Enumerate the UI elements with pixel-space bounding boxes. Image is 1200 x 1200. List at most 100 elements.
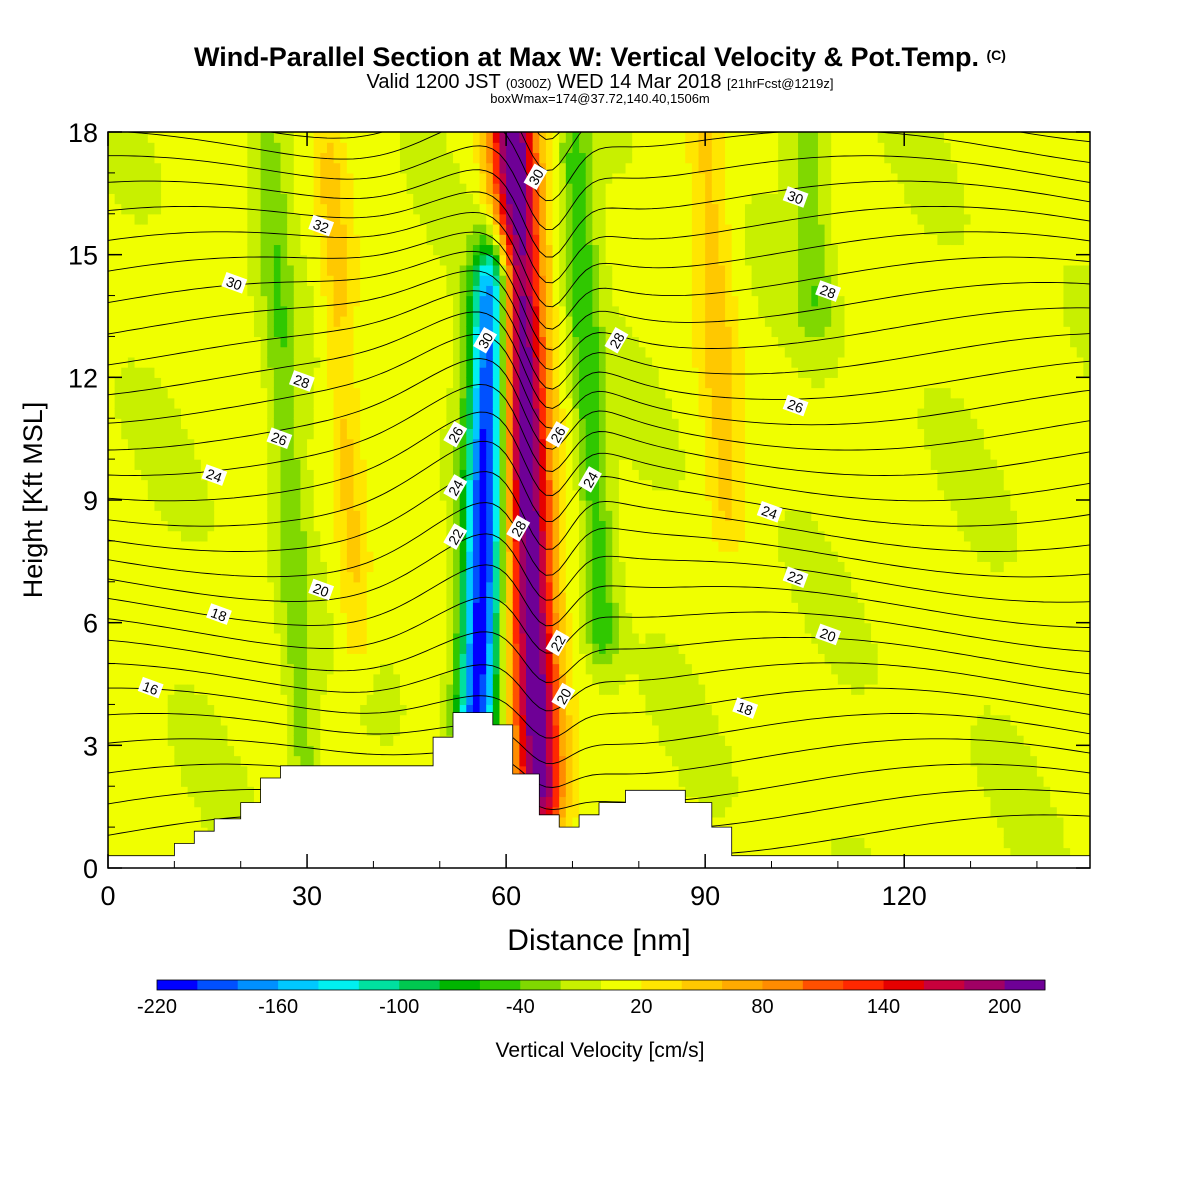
w-cell xyxy=(545,479,554,491)
w-cell xyxy=(200,796,209,808)
w-cell xyxy=(260,254,268,266)
w-cell xyxy=(519,152,527,164)
w-cell xyxy=(300,295,308,307)
w-cell xyxy=(174,367,182,378)
w-cell xyxy=(552,796,560,808)
w-cell xyxy=(187,837,195,849)
w-cell xyxy=(399,489,408,501)
w-cell xyxy=(492,714,501,726)
w-cell xyxy=(333,428,341,440)
w-cell xyxy=(240,336,248,348)
w-cell xyxy=(180,530,189,542)
w-cell xyxy=(539,673,547,685)
w-cell xyxy=(346,530,355,542)
w-cell xyxy=(293,510,302,522)
w-cell xyxy=(373,295,381,307)
w-cell xyxy=(253,571,262,583)
w-cell xyxy=(313,612,321,624)
w-cell xyxy=(512,694,520,706)
w-cell xyxy=(247,438,255,450)
w-cell xyxy=(240,602,248,614)
w-cell xyxy=(227,326,235,338)
w-cell xyxy=(433,632,441,644)
w-cell xyxy=(512,489,520,501)
w-cell xyxy=(499,592,507,603)
w-cell xyxy=(366,755,375,767)
w-cell xyxy=(174,479,182,491)
w-cell xyxy=(260,561,268,573)
w-cell xyxy=(346,694,355,706)
w-cell xyxy=(353,592,361,603)
w-cell xyxy=(121,428,129,440)
w-cell xyxy=(300,653,308,665)
w-cell xyxy=(545,561,554,573)
w-cell xyxy=(187,367,195,378)
w-cell xyxy=(552,622,560,634)
w-cell xyxy=(313,520,321,532)
w-cell xyxy=(147,264,156,276)
w-cell xyxy=(373,571,381,583)
w-cell xyxy=(399,367,408,378)
w-cell xyxy=(373,285,381,297)
w-cell xyxy=(194,602,202,614)
w-cell xyxy=(167,377,175,389)
w-cell xyxy=(439,183,447,194)
w-cell xyxy=(194,213,202,225)
w-cell xyxy=(472,602,481,614)
w-cell xyxy=(273,183,282,194)
w-cell xyxy=(453,684,461,695)
w-cell xyxy=(187,285,195,297)
w-cell xyxy=(426,295,434,307)
w-cell xyxy=(459,448,467,460)
w-cell xyxy=(127,622,136,634)
w-cell xyxy=(247,510,255,522)
w-cell xyxy=(366,663,375,675)
w-cell xyxy=(453,704,461,716)
w-cell xyxy=(194,132,202,143)
w-cell xyxy=(492,234,501,246)
w-cell xyxy=(333,213,341,225)
w-cell xyxy=(108,571,116,583)
w-cell xyxy=(419,367,428,378)
w-cell xyxy=(227,714,235,726)
w-cell xyxy=(526,735,534,746)
w-cell xyxy=(399,724,408,736)
w-cell xyxy=(134,755,142,767)
w-cell xyxy=(366,428,375,440)
w-cell xyxy=(406,448,414,460)
w-cell xyxy=(227,724,235,736)
w-cell xyxy=(459,500,467,511)
w-cell xyxy=(273,622,282,634)
w-cell xyxy=(313,653,321,665)
w-cell xyxy=(380,448,388,460)
w-cell xyxy=(386,295,394,307)
w-cell xyxy=(479,152,487,164)
w-cell xyxy=(200,684,209,695)
w-cell xyxy=(280,387,288,399)
w-cell xyxy=(340,428,348,440)
w-cell xyxy=(121,489,129,501)
w-cell xyxy=(207,336,215,348)
w-cell xyxy=(280,592,288,603)
w-cell xyxy=(399,448,408,460)
w-cell xyxy=(313,172,321,184)
w-cell xyxy=(273,316,282,327)
w-cell xyxy=(180,224,189,235)
w-cell xyxy=(545,755,554,767)
w-cell xyxy=(453,305,461,317)
w-cell xyxy=(267,264,275,276)
w-cell xyxy=(121,520,129,532)
w-cell xyxy=(413,489,421,501)
w-cell xyxy=(346,704,355,716)
chart-title: Wind-Parallel Section at Max W: Vertical… xyxy=(0,42,1200,73)
w-cell xyxy=(200,510,209,522)
w-cell xyxy=(280,540,288,552)
w-cell xyxy=(114,203,122,215)
w-cell xyxy=(340,694,348,706)
w-cell xyxy=(433,581,441,593)
w-cell xyxy=(187,735,195,746)
w-cell xyxy=(260,326,268,338)
w-cell xyxy=(333,704,341,716)
w-cell xyxy=(273,694,282,706)
w-cell xyxy=(393,162,401,174)
